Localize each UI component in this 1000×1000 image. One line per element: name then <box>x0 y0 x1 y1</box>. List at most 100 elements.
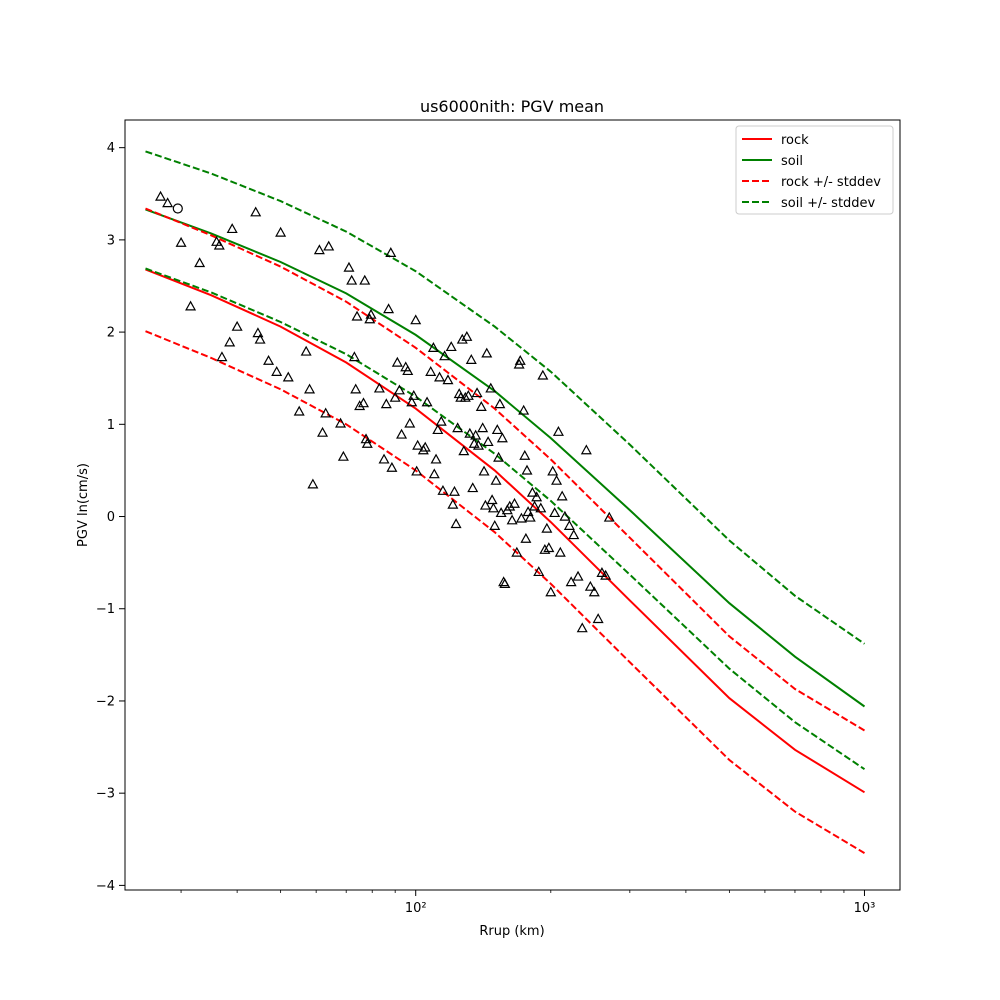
x-tick-label: 10² <box>405 901 427 916</box>
observation-triangle <box>467 482 479 493</box>
observation-triangle <box>556 490 568 501</box>
observation-triangle <box>529 500 541 511</box>
observation-triangle <box>365 308 377 319</box>
observation-triangle <box>482 436 494 447</box>
observation-triangle <box>478 465 490 476</box>
observation-triangle <box>293 405 305 416</box>
observation-triangle <box>521 464 533 475</box>
observation-triangle <box>491 424 503 435</box>
observation-triangle <box>475 401 487 411</box>
observation-triangle <box>359 274 371 285</box>
observation-triangle <box>461 330 473 341</box>
series-line-2 <box>145 207 866 732</box>
observation-triangle <box>380 398 392 409</box>
observation-triangle <box>425 366 437 376</box>
observation-triangle <box>465 354 477 364</box>
y-tick-label: −1 <box>96 602 115 617</box>
observation-triangle <box>448 485 460 496</box>
observation-triangle <box>537 369 549 380</box>
y-axis: −4 −3 −2 −1 0 1 2 3 4 <box>96 141 125 894</box>
observation-triangle <box>175 236 187 247</box>
observation-triangle <box>496 432 508 443</box>
observation-triangle <box>385 247 397 257</box>
legend-label: soil +/- stddev <box>781 196 876 211</box>
observation-triangle <box>271 366 283 376</box>
observation-triangle <box>481 347 493 358</box>
observation-triangle <box>464 427 476 438</box>
observation-triangle <box>472 439 485 450</box>
observation-triangle <box>386 461 398 472</box>
series-line-0 <box>145 268 866 794</box>
observation-triangle <box>343 261 355 272</box>
x-axis: 10² 10³ <box>180 890 875 916</box>
observation-triangle <box>515 512 527 523</box>
observation-triangle <box>348 351 360 362</box>
observation-triangle <box>393 384 405 395</box>
observation-triangle <box>275 226 287 237</box>
observation-triangle <box>506 514 518 525</box>
observation-triangle <box>600 569 612 580</box>
observation-triangle <box>603 511 615 522</box>
y-tick-label: 1 <box>107 418 115 433</box>
observation-triangle <box>432 424 444 435</box>
observation-triangle <box>493 451 505 462</box>
observation-triangle <box>494 398 506 409</box>
observation-triangle <box>462 389 474 400</box>
observation-triangle <box>539 543 551 554</box>
observation-triangle <box>383 303 395 314</box>
observation-triangle <box>402 365 414 376</box>
observation-triangle <box>576 622 588 633</box>
observation-triangle <box>511 546 523 557</box>
observation-triangle <box>479 499 491 510</box>
observation-triangle <box>408 389 420 400</box>
observation-triangle <box>421 396 433 407</box>
observation-triangle <box>535 502 547 513</box>
series-layer <box>145 150 866 854</box>
y-tick-label: −2 <box>96 694 115 709</box>
observation-triangle <box>541 522 553 533</box>
observation-triangle <box>350 383 362 394</box>
legend-label: soil <box>781 154 803 169</box>
legend-label: rock <box>781 133 809 148</box>
observation-triangle <box>565 576 577 587</box>
observation-triangle <box>568 529 580 540</box>
observation-triangle <box>458 445 470 456</box>
observation-triangle <box>456 333 468 344</box>
observation-triangle <box>435 415 447 426</box>
observation-triangle <box>391 356 403 367</box>
observation-triangle <box>468 437 480 448</box>
observation-triangle <box>434 371 446 382</box>
series-line-5 <box>145 267 866 771</box>
observation-triangle <box>254 333 266 344</box>
observation-triangle <box>471 387 483 398</box>
observation-triangle <box>307 478 319 489</box>
observation-triangle <box>572 570 584 581</box>
observation-triangle <box>551 474 563 485</box>
y-tick-label: −4 <box>96 879 115 894</box>
observation-triangle <box>519 449 531 460</box>
observation-triangle <box>252 327 264 338</box>
observation-triangle <box>437 484 449 495</box>
chart-title: us6000nith: PGV mean <box>420 97 604 116</box>
legend-box <box>735 125 894 215</box>
y-tick-label: 4 <box>107 141 115 156</box>
observation-triangle <box>584 580 596 591</box>
observation-triangle <box>412 439 424 450</box>
observation-triangle <box>428 468 440 479</box>
observation-triangle <box>430 453 442 464</box>
observation-triangle <box>514 354 526 365</box>
observation-triangle <box>226 223 238 234</box>
observation-triangle <box>563 520 575 530</box>
observation-triangle <box>547 465 559 476</box>
observations-layer <box>155 190 615 633</box>
observation-triangle <box>549 507 561 518</box>
observation-triangle <box>526 486 538 497</box>
observation-triangle <box>447 498 459 509</box>
y-tick-label: 2 <box>107 326 115 341</box>
observation-triangle <box>304 383 316 394</box>
observation-triangle <box>224 336 236 347</box>
observation-triangle <box>470 429 482 440</box>
observation-triangle <box>231 320 243 331</box>
observation-triangle <box>317 426 329 437</box>
